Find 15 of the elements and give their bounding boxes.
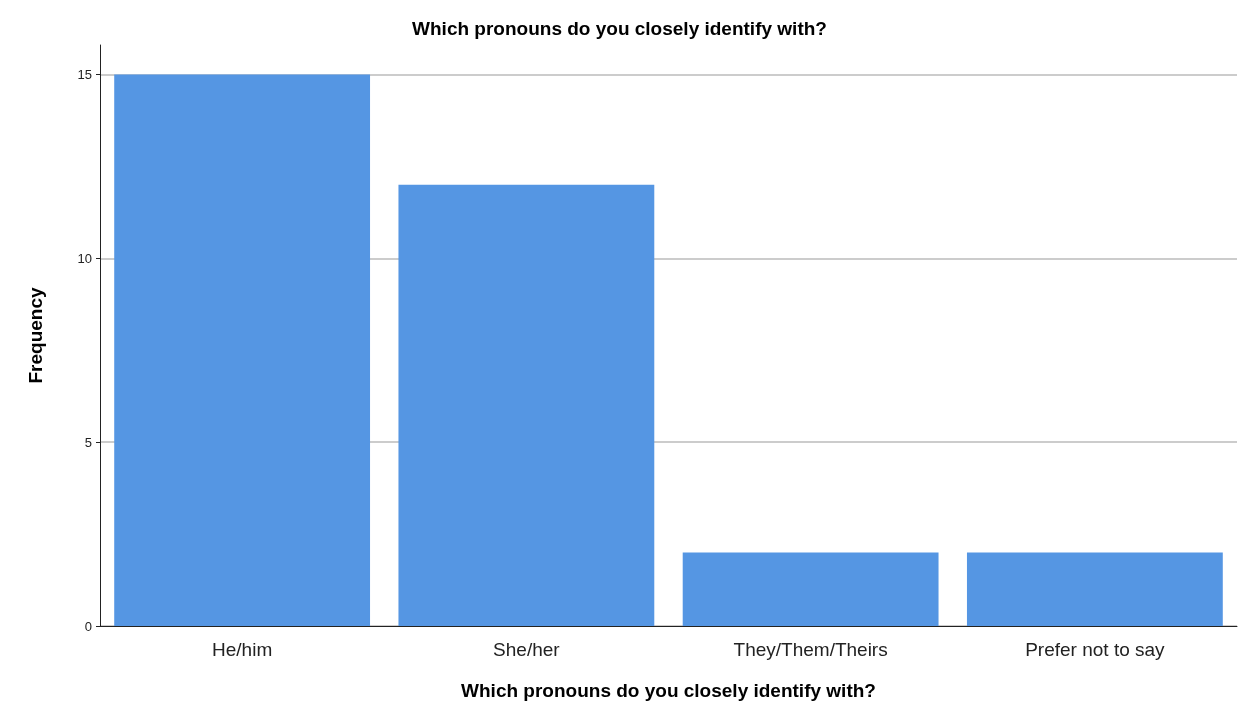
y-tick-label: 5	[84, 434, 92, 450]
bar	[398, 184, 655, 626]
chart-title: Which pronouns do you closely identify with?	[412, 18, 827, 39]
x-tick-label: He/him	[212, 639, 273, 660]
x-tick-label: They/Them/Theirs	[733, 639, 888, 660]
y-tick-label: 15	[77, 66, 92, 82]
x-tick-label: She/her	[493, 639, 561, 660]
bar	[114, 74, 371, 626]
bar	[682, 552, 939, 626]
bar	[966, 552, 1223, 626]
y-axis-title: Frequency	[25, 287, 46, 384]
y-tick-label: 0	[84, 618, 92, 634]
x-tick-label: Prefer not to say	[1025, 639, 1166, 660]
x-axis-title: Which pronouns do you closely identify with?	[461, 680, 876, 701]
y-tick-label: 10	[77, 250, 92, 266]
